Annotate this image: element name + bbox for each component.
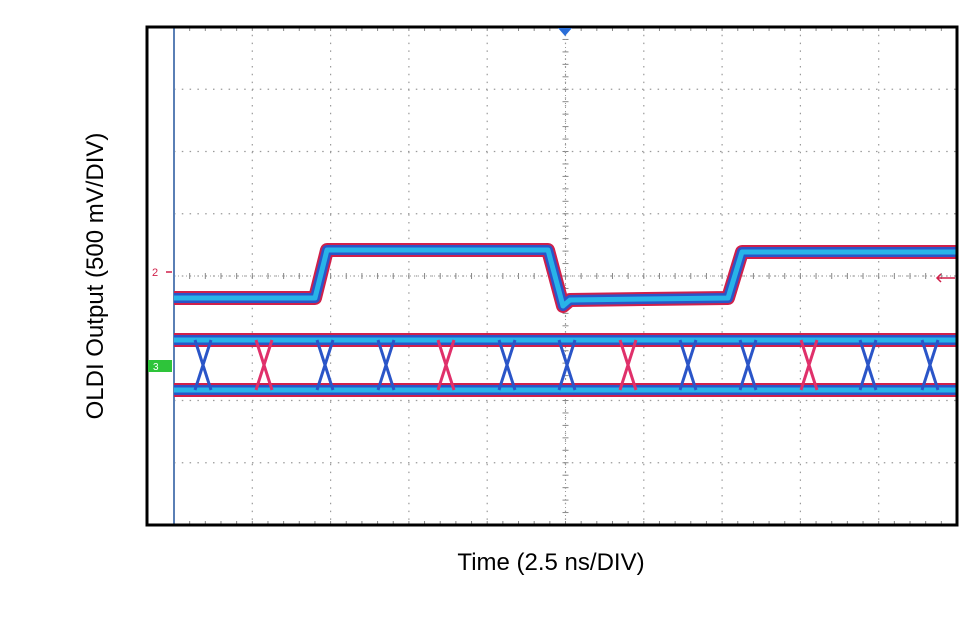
x-axis-label: Time (2.5 ns/DIV) bbox=[457, 549, 644, 576]
eye-crossing bbox=[738, 339, 758, 391]
clock-trace bbox=[174, 247, 957, 309]
trigger-marker bbox=[558, 28, 572, 36]
plot-frame bbox=[145, 25, 959, 527]
waveforms bbox=[174, 243, 957, 397]
eye-crossing bbox=[254, 339, 274, 391]
trigger-level-marker bbox=[935, 273, 955, 283]
channel-3-marker: 3 bbox=[153, 362, 159, 373]
grid bbox=[173, 26, 958, 526]
eye-crossing bbox=[376, 339, 396, 391]
eye-crossing bbox=[618, 339, 638, 391]
eye-crossing bbox=[436, 339, 456, 391]
y-axis-label: OLDI Output (500 mV/DIV) bbox=[82, 133, 109, 420]
eye-crossing bbox=[497, 339, 517, 391]
channel-2-marker: 2 bbox=[152, 267, 158, 279]
eye-crossing bbox=[799, 339, 819, 391]
eye-crossing bbox=[315, 339, 335, 391]
eye-crossing bbox=[920, 339, 940, 391]
eye-crossing bbox=[858, 339, 878, 391]
channel-3-badge bbox=[148, 360, 172, 372]
eye-crossing bbox=[678, 339, 698, 391]
eye-rails bbox=[174, 337, 957, 393]
eye-crossing bbox=[193, 339, 213, 391]
eye-crossing bbox=[557, 339, 577, 391]
